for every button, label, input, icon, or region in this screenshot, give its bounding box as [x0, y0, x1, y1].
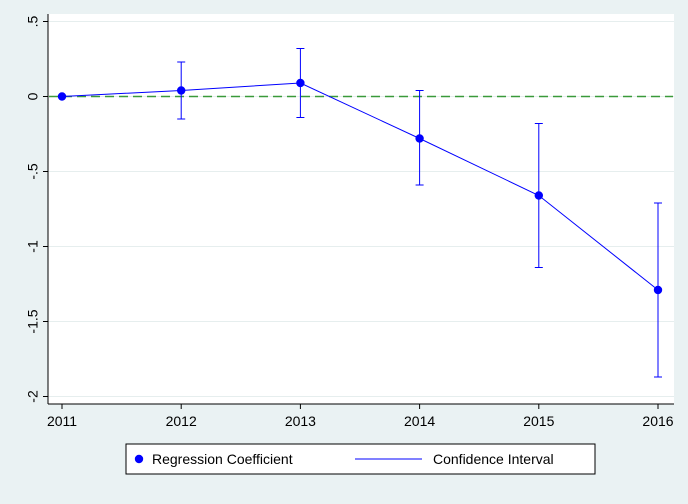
x-tick-label: 2016	[642, 413, 673, 429]
y-tick-label: .5	[25, 15, 41, 27]
legend: Regression Coefficient Confidence Interv…	[125, 443, 596, 475]
data-point-1	[177, 86, 186, 95]
series-layer	[57, 48, 663, 378]
x-tick-label: 2011	[47, 413, 77, 429]
legend-label-confidence-interval: Confidence Interval	[433, 451, 554, 467]
plot-area	[48, 14, 674, 404]
data-point-2	[296, 78, 305, 88]
y-tick-label: 0	[25, 92, 41, 100]
x-tick-label: 2015	[523, 413, 554, 429]
data-point-3	[415, 134, 424, 143]
x-tick-label: 2012	[166, 413, 197, 429]
y-tick-label: -1	[25, 240, 41, 253]
y-tick-label: -1.5	[25, 309, 41, 333]
data-point-0	[57, 92, 67, 101]
y-tick-label: -2	[25, 390, 41, 403]
series-line	[61, 82, 659, 291]
legend-box	[125, 443, 596, 475]
x-tick-label: 2014	[404, 413, 435, 429]
legend-marker-regression-coefficient	[134, 454, 144, 464]
x-tick-label: 2013	[285, 413, 316, 429]
axis-layer: .5 0 -.5 -1 -1.5 -2 2011 2012 2013 2014 2015 2016	[25, 14, 674, 429]
data-point-4	[534, 191, 543, 200]
data-point-5	[653, 285, 663, 295]
legend-label-regression-coefficient: Regression Coefficient	[152, 451, 293, 467]
y-tick-label: -.5	[25, 163, 41, 180]
